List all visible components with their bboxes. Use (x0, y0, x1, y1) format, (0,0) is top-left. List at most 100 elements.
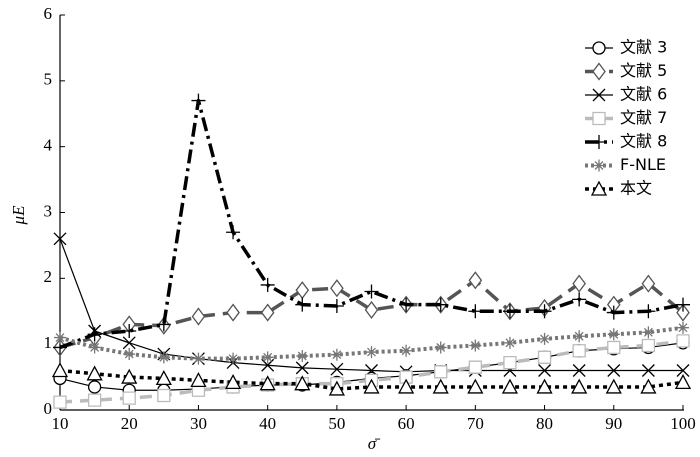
marker (676, 334, 690, 348)
marker (468, 271, 483, 290)
marker (503, 355, 517, 370)
legend-item: 文献 8 (585, 132, 667, 151)
marker (227, 352, 240, 365)
marker (501, 378, 519, 394)
marker (226, 303, 240, 322)
marker (606, 305, 621, 320)
legend-label: 文献 7 (620, 108, 667, 127)
marker (593, 159, 605, 172)
marker (433, 297, 448, 312)
y-tick-label: 3 (44, 201, 53, 220)
marker (642, 326, 655, 339)
marker (86, 365, 103, 381)
marker (328, 380, 345, 396)
marker (571, 378, 588, 394)
marker (572, 292, 587, 307)
marker (295, 361, 309, 375)
marker (122, 324, 137, 338)
marker (592, 62, 606, 81)
marker (157, 351, 170, 364)
marker (469, 339, 482, 352)
marker (607, 364, 621, 377)
marker (398, 378, 415, 394)
marker (364, 300, 379, 320)
marker (87, 327, 102, 342)
marker (399, 297, 414, 312)
marker (434, 365, 448, 379)
marker (260, 277, 275, 292)
y-tick-label: 4 (44, 136, 53, 155)
marker (53, 232, 67, 246)
y-tick-label: 5 (44, 70, 53, 89)
marker (592, 41, 606, 55)
marker (607, 328, 620, 341)
marker (538, 364, 552, 377)
series (54, 321, 689, 365)
marker (432, 378, 449, 394)
y-tick-label: 1 (44, 333, 53, 352)
legend-label: 本文 (620, 179, 652, 198)
marker (157, 388, 171, 403)
marker (364, 284, 379, 299)
marker (399, 370, 413, 384)
marker (607, 340, 621, 355)
series (51, 362, 692, 396)
marker (572, 274, 586, 293)
marker (641, 364, 655, 377)
marker (122, 336, 136, 350)
marker (590, 180, 608, 196)
marker (468, 304, 483, 319)
x-tick-label: 60 (398, 414, 415, 433)
marker (592, 88, 606, 102)
legend-item: 文献 3 (585, 38, 667, 57)
marker (190, 372, 207, 388)
x-tick-label: 20 (121, 414, 138, 433)
marker (122, 391, 136, 405)
y-axis-label: μE (9, 205, 28, 226)
x-axis-label: σ̄ (368, 434, 381, 453)
marker (572, 344, 586, 358)
marker (259, 375, 276, 391)
x-tick-label: 90 (605, 414, 622, 433)
marker (503, 336, 516, 349)
marker (329, 298, 344, 313)
marker (54, 331, 66, 344)
legend-label: 文献 8 (620, 132, 667, 151)
series (53, 93, 690, 355)
marker (296, 350, 309, 363)
marker (572, 364, 586, 377)
legend-label: 文献 3 (620, 38, 667, 57)
marker (641, 304, 656, 319)
marker (330, 348, 343, 361)
legend-item: 本文 (585, 179, 652, 198)
marker (538, 332, 551, 345)
legend-label: 文献 6 (620, 85, 667, 104)
marker (260, 303, 275, 322)
marker (467, 378, 484, 394)
marker (156, 317, 171, 332)
marker (573, 330, 586, 343)
marker (121, 368, 138, 384)
legend-item: F-NLE (585, 155, 666, 174)
marker (261, 351, 274, 364)
x-tick-label: 10 (52, 414, 69, 433)
marker (537, 304, 552, 319)
marker (191, 307, 206, 326)
marker (676, 303, 690, 322)
y-tick-label: 0 (44, 399, 53, 418)
marker (674, 373, 692, 390)
marker (294, 375, 311, 391)
y-tick-label: 6 (44, 4, 53, 23)
marker (400, 344, 413, 357)
marker (123, 348, 136, 361)
marker (592, 111, 606, 126)
marker (502, 304, 517, 319)
legend-label: F-NLE (620, 155, 666, 174)
x-tick-label: 30 (190, 414, 207, 433)
marker (192, 352, 205, 365)
marker (295, 297, 310, 312)
x-tick-label: 80 (536, 414, 553, 433)
marker (226, 225, 241, 240)
marker (330, 362, 344, 376)
